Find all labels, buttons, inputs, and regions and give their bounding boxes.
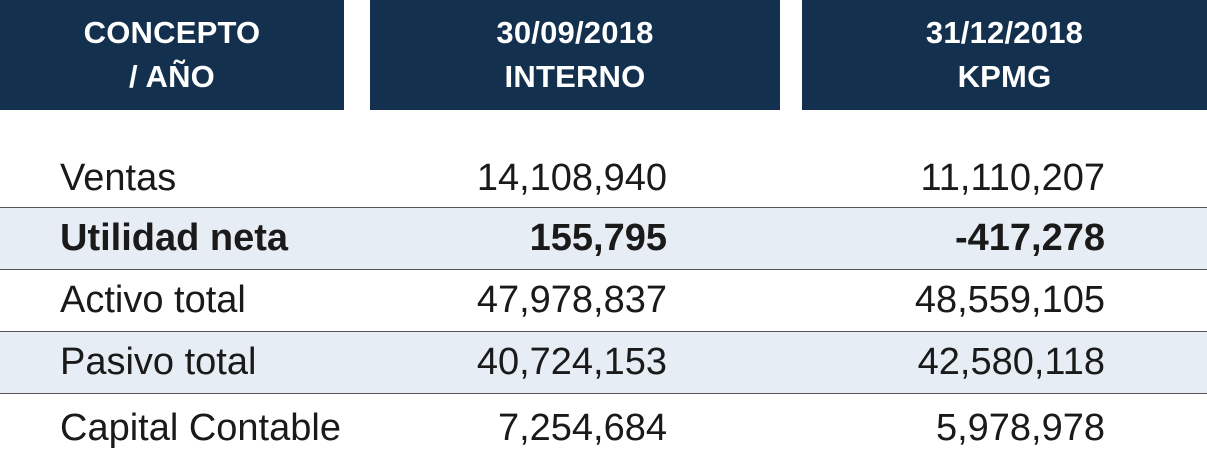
row-value-kpmg: 42,580,118 xyxy=(917,341,1105,383)
row-label: Pasivo total xyxy=(60,341,257,383)
row-label: Capital Contable xyxy=(60,407,341,449)
row-value-interno: 155,795 xyxy=(529,217,667,259)
header-col-kpmg: 31/12/2018 KPMG xyxy=(802,0,1207,110)
header-col-interno-source: INTERNO xyxy=(504,59,646,94)
header-concepto-line2: / AÑO xyxy=(129,59,215,94)
row-divider xyxy=(0,207,1207,208)
row-value-kpmg: 11,110,207 xyxy=(920,157,1105,199)
row-value-kpmg: 48,559,105 xyxy=(914,279,1105,321)
row-value-interno: 14,108,940 xyxy=(476,157,667,199)
row-divider xyxy=(0,331,1207,332)
row-value-interno: 47,978,837 xyxy=(476,279,667,321)
row-value-interno: 7,254,684 xyxy=(497,407,667,449)
header-concepto-line1: CONCEPTO xyxy=(83,15,261,50)
table-row-ventas: Ventas 14,108,940 11,110,207 xyxy=(0,148,1207,209)
table-row-capital-contable: Capital Contable 7,254,684 5,978,978 xyxy=(0,398,1207,459)
header-col-kpmg-source: KPMG xyxy=(957,59,1052,94)
row-value-kpmg: 5,978,978 xyxy=(935,407,1105,449)
row-label: Ventas xyxy=(60,157,177,199)
row-label: Activo total xyxy=(60,279,246,321)
table-row-utilidad-neta: Utilidad neta 155,795 -417,278 xyxy=(0,208,1207,269)
table-row-activo-total: Activo total 47,978,837 48,559,105 xyxy=(0,270,1207,331)
row-value-kpmg: -417,278 xyxy=(954,217,1105,259)
header-col-interno-date: 30/09/2018 xyxy=(496,15,654,50)
row-label: Utilidad neta xyxy=(60,217,289,259)
row-divider xyxy=(0,393,1207,394)
header-col-kpmg-date: 31/12/2018 xyxy=(925,15,1084,50)
table-row-pasivo-total: Pasivo total 40,724,153 42,580,118 xyxy=(0,332,1207,393)
row-divider xyxy=(0,269,1207,270)
row-value-interno: 40,724,153 xyxy=(476,341,667,383)
header-concepto: CONCEPTO / AÑO xyxy=(0,0,344,110)
header-col-interno: 30/09/2018 INTERNO xyxy=(370,0,780,110)
